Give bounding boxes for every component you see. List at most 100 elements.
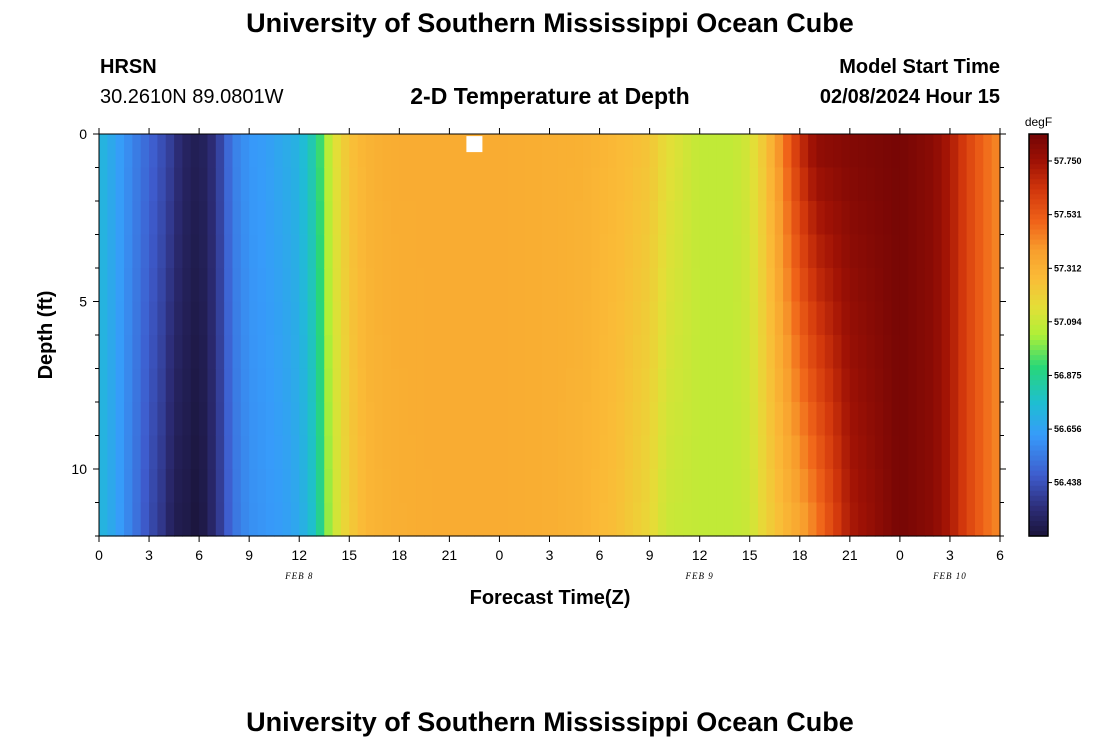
heatmap-cell — [507, 502, 517, 537]
heatmap-cell — [582, 435, 592, 470]
heatmap-cell — [399, 167, 409, 202]
heatmap-cell — [682, 435, 692, 470]
colorbar-swatch — [1029, 174, 1048, 180]
heatmap-cell — [357, 502, 367, 537]
heatmap-cell — [616, 469, 626, 504]
x-tick-label: 12 — [291, 547, 307, 563]
heatmap-cell — [149, 502, 158, 537]
heatmap-cell — [491, 335, 501, 370]
heatmap-cell — [240, 234, 250, 269]
heatmap-cell — [591, 335, 601, 370]
heatmap-cell — [232, 469, 242, 504]
heatmap-cell — [441, 134, 450, 169]
heatmap-cell — [299, 368, 309, 403]
heatmap-cell — [874, 268, 884, 303]
heatmap-cell — [933, 335, 943, 370]
heatmap-cell — [808, 134, 818, 169]
heatmap-cell — [741, 134, 751, 169]
heatmap-cell — [908, 167, 918, 202]
heatmap-cell — [491, 201, 501, 236]
heatmap-cell — [365, 368, 375, 403]
heatmap-cell — [607, 301, 617, 336]
heatmap-cell — [599, 234, 609, 269]
heatmap-cell — [866, 335, 876, 370]
heatmap-cell — [891, 502, 901, 537]
y-tick-label: 10 — [71, 461, 87, 477]
heatmap-cell — [324, 234, 334, 269]
heatmap-cell — [390, 201, 400, 236]
heatmap-cell — [315, 368, 325, 403]
heatmap-cell — [758, 469, 767, 504]
heatmap-cell — [649, 234, 659, 269]
heatmap-cell — [290, 435, 300, 470]
heatmap-cell — [632, 201, 642, 236]
heatmap-cell — [265, 469, 275, 504]
heatmap-cell — [265, 134, 275, 169]
heatmap-cell — [499, 502, 509, 537]
heatmap-cell — [149, 469, 158, 504]
colorbar-swatch — [1029, 435, 1048, 442]
x-tick-label: 0 — [896, 547, 904, 563]
heatmap-cell — [691, 368, 701, 403]
heatmap-cell — [591, 402, 601, 437]
heatmap-cell — [841, 469, 851, 504]
heatmap-cell — [816, 268, 826, 303]
heatmap-cell — [299, 469, 309, 504]
heatmap-cell — [457, 502, 467, 537]
heatmap-cell — [507, 402, 517, 437]
heatmap-cell — [949, 368, 959, 403]
heatmap-cell — [974, 234, 984, 269]
heatmap-cell — [866, 502, 876, 537]
heatmap-cell — [574, 368, 584, 403]
heatmap-cell — [657, 368, 667, 403]
heatmap-cell — [824, 301, 834, 336]
heatmap-cell — [674, 335, 684, 370]
heatmap-cell — [274, 402, 284, 437]
heatmap-cell — [257, 435, 267, 470]
heatmap-cell — [933, 502, 943, 537]
heatmap-cell — [674, 268, 684, 303]
heatmap-cell — [140, 301, 150, 336]
heatmap-cell — [657, 301, 667, 336]
heatmap-cell — [849, 234, 859, 269]
colorbar-swatch — [1029, 264, 1048, 271]
heatmap-cell — [365, 402, 375, 437]
heatmap-cell — [307, 368, 317, 403]
heatmap-cell — [107, 301, 117, 336]
heatmap-cell — [916, 502, 926, 537]
heatmap-cell — [315, 134, 325, 169]
heatmap-cell — [799, 268, 809, 303]
heatmap-cell — [758, 301, 767, 336]
colorbar-swatch — [1029, 149, 1048, 155]
colorbar-swatch — [1029, 365, 1048, 371]
heatmap-cell — [549, 402, 559, 437]
heatmap-cell — [390, 368, 400, 403]
heatmap-cell — [199, 435, 209, 470]
heatmap-cell — [115, 402, 125, 437]
heatmap-cell — [207, 335, 217, 370]
heatmap-cell — [724, 335, 734, 370]
heatmap-cell — [758, 134, 767, 169]
heatmap-cell — [249, 167, 259, 202]
heatmap-cell — [107, 234, 117, 269]
heatmap-cell — [799, 167, 809, 202]
heatmap-cell — [916, 167, 926, 202]
heatmap-cell — [783, 435, 793, 470]
heatmap-cell — [991, 268, 1001, 303]
heatmap-cell — [866, 167, 876, 202]
heatmap-cell — [457, 335, 467, 370]
heatmap-cell — [207, 469, 217, 504]
heatmap-cell — [124, 368, 133, 403]
heatmap-cell — [641, 201, 651, 236]
heatmap-cell — [99, 268, 108, 303]
heatmap-cell — [716, 368, 726, 403]
plot-title: 2-D Temperature at Depth — [410, 83, 690, 109]
heatmap-cell — [399, 201, 409, 236]
heatmap-cell — [708, 469, 717, 504]
heatmap-cell — [666, 167, 676, 202]
heatmap-cell — [290, 402, 300, 437]
heatmap-cell — [349, 268, 359, 303]
heatmap-cell — [657, 201, 667, 236]
heatmap-cell — [532, 335, 542, 370]
colorbar-swatch — [1029, 520, 1048, 527]
